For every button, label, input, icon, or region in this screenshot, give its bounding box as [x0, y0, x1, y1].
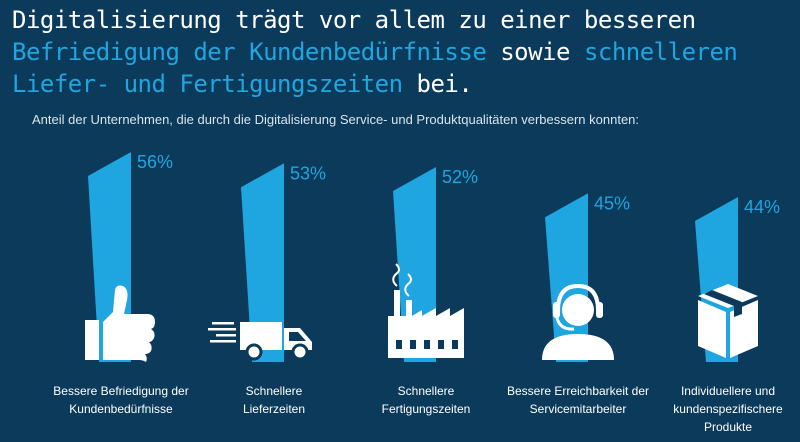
bar-2	[241, 163, 284, 362]
title-end: bei.	[416, 70, 473, 98]
data-label-2: 53%	[290, 163, 326, 183]
category-label-5: Individuellere und kundenspezifischere Pro…	[673, 384, 783, 434]
category-label-1: Bessere Befriedigung der Kundenbedürfniss…	[53, 384, 188, 416]
data-label-1: 56%	[137, 152, 173, 172]
title-mid: sowie	[500, 38, 570, 66]
factory-icon	[388, 263, 464, 358]
data-label-5: 44%	[744, 197, 780, 217]
bar-3	[393, 167, 436, 362]
category-label-4: Bessere Erreichbarkeit der Servicemitarbe…	[507, 384, 649, 416]
page-title: Digitalisierung trägt vor allem zu einer…	[12, 4, 792, 100]
title-highlight-1: Befriedigung der Kundenbedürfnisse	[12, 38, 487, 66]
package-icon	[698, 284, 758, 358]
data-label-4: 45%	[594, 193, 630, 213]
data-label-3: 52%	[442, 167, 478, 187]
category-label-3: Schnellere Fertigungszeiten	[382, 384, 471, 416]
headset-icon	[542, 283, 614, 360]
category-label-2: Schnellere Lieferzeiten	[243, 384, 305, 416]
chart-subtitle: Anteil der Unternehmen, die durch die Di…	[32, 112, 640, 127]
title-highlight-2: schnelleren Liefer- und Fertigungszeiten	[12, 38, 738, 98]
truck-icon	[208, 322, 312, 361]
title-part1: Digitalisierung trägt vor allem zu einer…	[12, 6, 696, 34]
thumbs-up-icon	[85, 285, 155, 362]
